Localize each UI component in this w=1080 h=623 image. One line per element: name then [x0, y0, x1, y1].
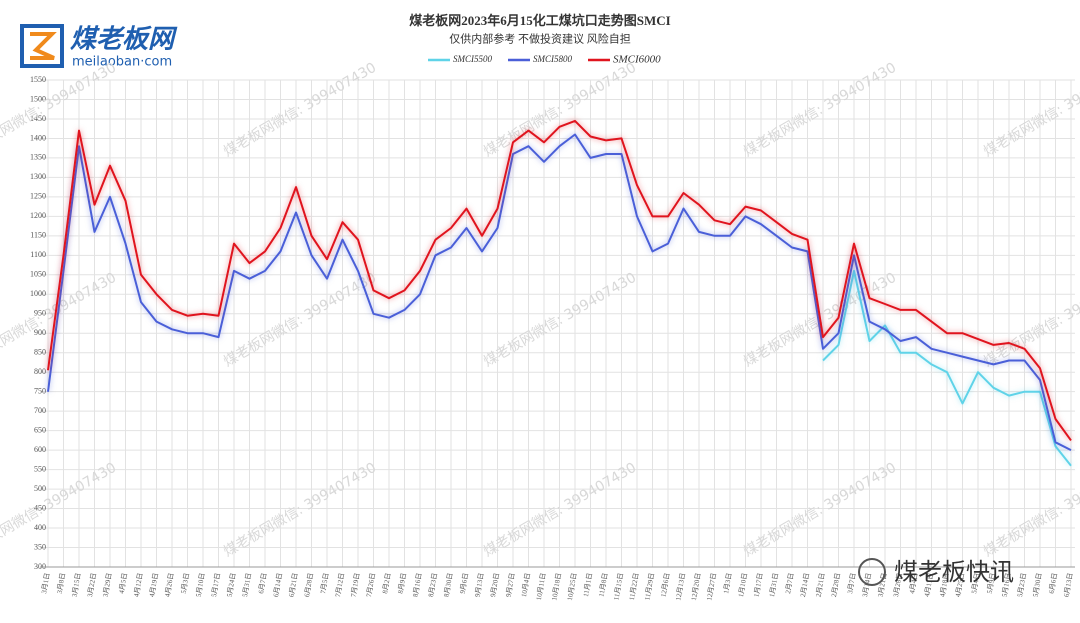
footer-text: 煤老板快讯 — [894, 558, 1014, 586]
y-tick-label: 1200 — [30, 211, 46, 220]
y-tick-label: 1350 — [30, 153, 46, 162]
y-tick-label: 950 — [34, 309, 46, 318]
y-tick-label: 1050 — [30, 270, 46, 279]
x-tick-label: 9月6日 — [459, 572, 471, 594]
y-tick-label: 600 — [34, 445, 46, 454]
chart-subtitle: 仅供内部参考 不做投资建议 风险自担 — [449, 32, 631, 46]
x-tick-label: 5月9日 — [986, 572, 998, 594]
legend: SMCI5500 SMCI5800 SMCI6000 — [428, 54, 661, 66]
y-tick-label: 1300 — [30, 172, 46, 181]
footer-brand: 煤老板快讯 — [858, 558, 1014, 586]
x-tick-label: 5月4日 — [970, 572, 982, 594]
y-tick-label: 850 — [34, 348, 46, 357]
x-tick-label: 3月1日 — [40, 572, 52, 594]
x-tick-label: 5月3日 — [180, 572, 192, 594]
y-tick-label: 800 — [34, 367, 46, 376]
chart-title: 煤老板网2023年6月15化工煤坑口走势图SMCI — [409, 13, 670, 28]
series-line — [47, 133, 1072, 451]
footer-icon — [858, 558, 886, 586]
y-tick-label: 550 — [34, 464, 46, 473]
legend-label: SMCI5800 — [533, 54, 572, 64]
x-tick-label: 6月6日 — [1048, 572, 1060, 594]
y-tick-label: 500 — [34, 484, 46, 493]
y-tick-label: 900 — [34, 328, 46, 337]
x-tick-label: 7月5日 — [319, 572, 331, 594]
y-tick-label: 700 — [34, 406, 46, 415]
logo-name: 煤老板网 — [70, 25, 178, 55]
x-tick-label: 8月2日 — [381, 572, 393, 594]
y-tick-label: 750 — [34, 387, 46, 396]
series-line — [47, 119, 1072, 441]
legend-label: SMCI5500 — [453, 54, 492, 64]
x-tick-label: 2月7日 — [784, 572, 796, 594]
logo: 煤老板网 meilaoban·com — [20, 24, 178, 70]
x-tick-label: 8月9日 — [397, 572, 409, 594]
x-tick-label: 4月5日 — [118, 572, 130, 594]
y-tick-label: 300 — [34, 562, 46, 571]
y-tick-label: 650 — [34, 425, 46, 434]
x-tick-label: 3月8日 — [56, 572, 68, 594]
y-tick-label: 1400 — [30, 133, 46, 142]
legend-label: SMCI6000 — [613, 54, 661, 66]
y-tick-label: 350 — [34, 542, 46, 551]
plot — [47, 119, 1072, 467]
logo-mark — [30, 32, 57, 60]
x-tick-label: 3月7日 — [846, 572, 858, 594]
y-tick-label: 1550 — [30, 75, 46, 84]
x-tick-label: 6月7日 — [257, 572, 269, 594]
y-tick-label: 1450 — [30, 114, 46, 123]
y-tick-label: 400 — [34, 523, 46, 532]
y-tick-label: 1150 — [30, 231, 46, 240]
y-tick-label: 1500 — [30, 94, 46, 103]
y-tick-label: 1000 — [30, 289, 46, 298]
series-line — [822, 269, 1072, 467]
logo-box — [20, 24, 64, 68]
y-tick-label: 450 — [34, 503, 46, 512]
logo-site: meilaoban·com — [72, 55, 172, 70]
x-tick-label: 4月4日 — [908, 572, 920, 594]
x-tick-label: 1月3日 — [722, 572, 734, 594]
y-tick-label: 1250 — [30, 192, 46, 201]
y-tick-label: 1100 — [30, 250, 46, 259]
